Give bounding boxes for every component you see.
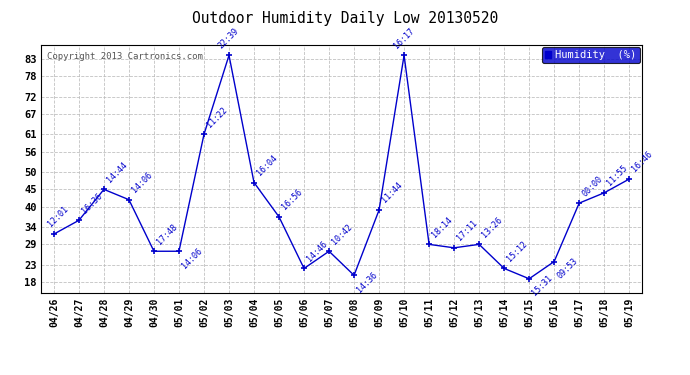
Text: 16:17: 16:17: [392, 26, 415, 50]
Text: 12:01: 12:01: [46, 205, 70, 229]
Text: Outdoor Humidity Daily Low 20130520: Outdoor Humidity Daily Low 20130520: [192, 11, 498, 26]
Text: 00:00: 00:00: [580, 174, 604, 198]
Text: 11:22: 11:22: [205, 105, 229, 129]
Text: 17:11: 17:11: [455, 219, 480, 243]
Text: 15:31: 15:31: [531, 274, 555, 298]
Text: 14:06: 14:06: [130, 171, 155, 195]
Text: Copyright 2013 Cartronics.com: Copyright 2013 Cartronics.com: [48, 53, 204, 62]
Text: 14:36: 14:36: [355, 270, 380, 294]
Text: 16:56: 16:56: [280, 188, 304, 212]
Text: 10:42: 10:42: [331, 222, 355, 246]
Text: 16:46: 16:46: [631, 150, 655, 174]
Text: 18:14: 18:14: [431, 215, 455, 239]
Text: 13:26: 13:26: [480, 215, 504, 239]
Text: 11:55: 11:55: [605, 164, 629, 188]
Text: 16:36: 16:36: [80, 191, 104, 215]
Legend: Humidity  (%): Humidity (%): [542, 47, 640, 63]
Text: 11:44: 11:44: [380, 181, 404, 205]
Text: 22:39: 22:39: [217, 26, 241, 50]
Text: 16:04: 16:04: [255, 153, 279, 177]
Text: 17:48: 17:48: [155, 222, 179, 246]
Text: 15:12: 15:12: [505, 239, 529, 263]
Text: 14:06: 14:06: [180, 246, 204, 270]
Text: 14:46: 14:46: [305, 239, 329, 263]
Text: 14:44: 14:44: [105, 160, 129, 184]
Text: 09:53: 09:53: [555, 256, 580, 280]
